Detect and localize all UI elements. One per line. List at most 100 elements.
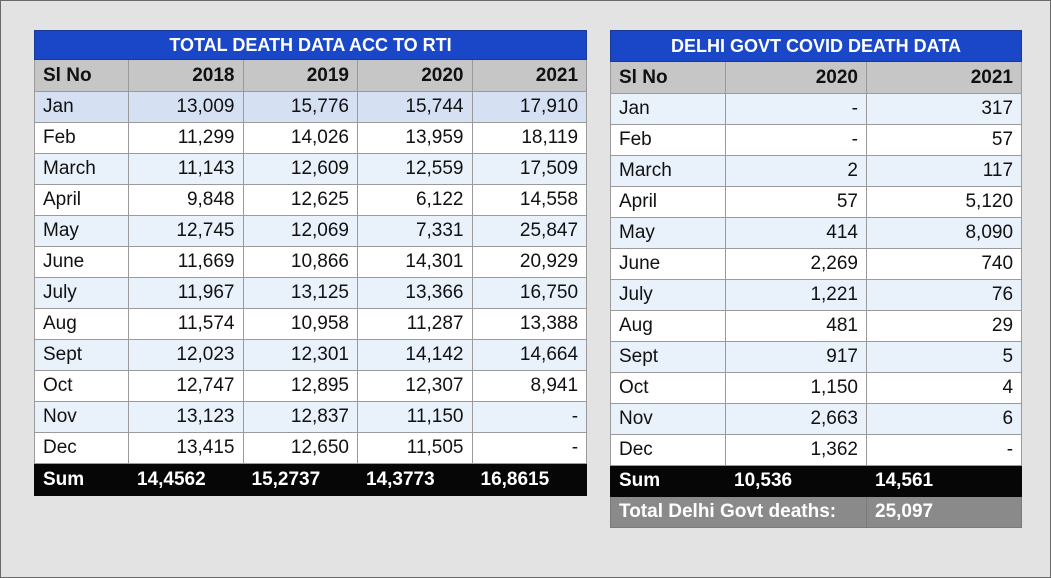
- table-row: Dec 1,362-: [610, 434, 1023, 466]
- table-row: March 2 117: [610, 155, 1023, 187]
- value-cell: 13,009: [128, 91, 244, 123]
- value-cell: 57: [725, 186, 867, 218]
- month-cell: April: [34, 184, 129, 216]
- value-cell: 414: [725, 217, 867, 249]
- delhi-sum-row: Sum 10,536 14,561: [610, 465, 1023, 497]
- month-cell: March: [34, 153, 129, 185]
- month-cell: Oct: [34, 370, 129, 402]
- month-cell: Feb: [610, 124, 726, 156]
- value-cell: 13,366: [357, 277, 473, 309]
- table-row: Nov 13,123 12,837 11,150-: [34, 401, 588, 433]
- value-cell: 8,941: [471, 370, 588, 402]
- sum-cell: 16,8615: [471, 463, 588, 496]
- value-cell: 10,866: [242, 246, 358, 278]
- month-cell: Nov: [34, 401, 129, 433]
- month-cell: Sept: [610, 341, 726, 373]
- value-cell: 14,301: [357, 246, 473, 278]
- value-cell: -: [865, 434, 1023, 466]
- value-cell: 13,959: [357, 122, 473, 154]
- value-cell: 12,625: [242, 184, 358, 216]
- value-cell: 13,388: [471, 308, 588, 340]
- value-cell: 11,150: [357, 401, 473, 433]
- value-cell: 25,847: [471, 215, 588, 247]
- value-cell: 6: [865, 403, 1023, 435]
- table-row: Dec 13,415 12,650 11,505-: [34, 432, 588, 464]
- value-cell: 11,669: [128, 246, 244, 278]
- value-cell: 57: [865, 124, 1023, 156]
- sum-cell: 14,4562: [128, 463, 244, 496]
- value-cell: 16,750: [471, 277, 588, 309]
- table-row: Nov 2,663 6: [610, 403, 1023, 435]
- table-row: July 1,221 76: [610, 279, 1023, 311]
- month-cell: Aug: [610, 310, 726, 342]
- value-cell: 11,143: [128, 153, 244, 185]
- value-cell: 14,026: [242, 122, 358, 154]
- table-row: Jan 13,009 15,776 15,744 17,910: [34, 91, 588, 123]
- table-row: June 2,269 740: [610, 248, 1023, 280]
- delhi-total-row: Total Delhi Govt deaths: 25,097: [610, 496, 1023, 528]
- value-cell: 12,837: [242, 401, 358, 433]
- table-row: June 11,669 10,866 14,301 20,929: [34, 246, 588, 278]
- table-row: Sept 917 5: [610, 341, 1023, 373]
- month-cell: May: [610, 217, 726, 249]
- month-cell: May: [34, 215, 129, 247]
- table-row: Feb -57: [610, 124, 1023, 156]
- table-row: Oct 1,150 4: [610, 372, 1023, 404]
- value-cell: 13,415: [128, 432, 244, 464]
- sum-cell: 10,536: [725, 465, 867, 497]
- table-row: July 11,967 13,125 13,366 16,750: [34, 277, 588, 309]
- value-cell: 6,122: [357, 184, 473, 216]
- column-header: Sl No: [610, 61, 726, 94]
- sum-cell: 15,2737: [242, 463, 358, 496]
- value-cell: 13,125: [242, 277, 358, 309]
- month-cell: July: [34, 277, 129, 309]
- month-cell: April: [610, 186, 726, 218]
- month-cell: Jan: [34, 91, 129, 123]
- table-row: Jan -317: [610, 93, 1023, 125]
- table-row: May 414 8,090: [610, 217, 1023, 249]
- value-cell: -: [725, 124, 867, 156]
- table-row: Feb 11,299 14,026 13,959 18,119: [34, 122, 588, 154]
- column-header: 2021: [471, 59, 588, 92]
- value-cell: 2,663: [725, 403, 867, 435]
- month-cell: Dec: [34, 432, 129, 464]
- value-cell: 12,745: [128, 215, 244, 247]
- rti-sum-row: Sum 14,4562 15,2737 14,3773 16,8615: [34, 463, 588, 496]
- value-cell: -: [471, 432, 588, 464]
- month-cell: Nov: [610, 403, 726, 435]
- column-header: 2018: [128, 59, 244, 92]
- value-cell: 20,929: [471, 246, 588, 278]
- table-row: May 12,745 12,069 7,331 25,847: [34, 215, 588, 247]
- value-cell: 2,269: [725, 248, 867, 280]
- value-cell: 1,221: [725, 279, 867, 311]
- value-cell: 740: [865, 248, 1023, 280]
- column-header: 2021: [865, 61, 1023, 94]
- value-cell: 9,848: [128, 184, 244, 216]
- value-cell: 11,967: [128, 277, 244, 309]
- table-row: March 11,143 12,609 12,559 17,509: [34, 153, 588, 185]
- value-cell: 5,120: [865, 186, 1023, 218]
- month-cell: July: [610, 279, 726, 311]
- delhi-table-title: DELHI GOVT COVID DEATH DATA: [609, 30, 1023, 62]
- value-cell: 29: [865, 310, 1023, 342]
- table-row: April 57 5,120: [610, 186, 1023, 218]
- value-cell: 11,574: [128, 308, 244, 340]
- rti-header-row: Sl No 2018 2019 2020 2021: [34, 59, 588, 92]
- value-cell: 917: [725, 341, 867, 373]
- month-cell: Dec: [610, 434, 726, 466]
- value-cell: 12,747: [128, 370, 244, 402]
- sum-label: Sum: [610, 465, 726, 497]
- table-row: Aug 481 29: [610, 310, 1023, 342]
- value-cell: 7,331: [357, 215, 473, 247]
- month-cell: Jan: [610, 93, 726, 125]
- value-cell: 13,123: [128, 401, 244, 433]
- value-cell: 1,150: [725, 372, 867, 404]
- value-cell: 117: [865, 155, 1023, 187]
- delhi-govt-covid-death-table: DELHI GOVT COVID DEATH DATA Sl No 2020 2…: [609, 30, 1023, 528]
- month-cell: Feb: [34, 122, 129, 154]
- value-cell: 12,650: [242, 432, 358, 464]
- value-cell: 18,119: [471, 122, 588, 154]
- table-row: Oct 12,747 12,895 12,307 8,941: [34, 370, 588, 402]
- value-cell: 4: [865, 372, 1023, 404]
- sum-cell: 14,3773: [357, 463, 473, 496]
